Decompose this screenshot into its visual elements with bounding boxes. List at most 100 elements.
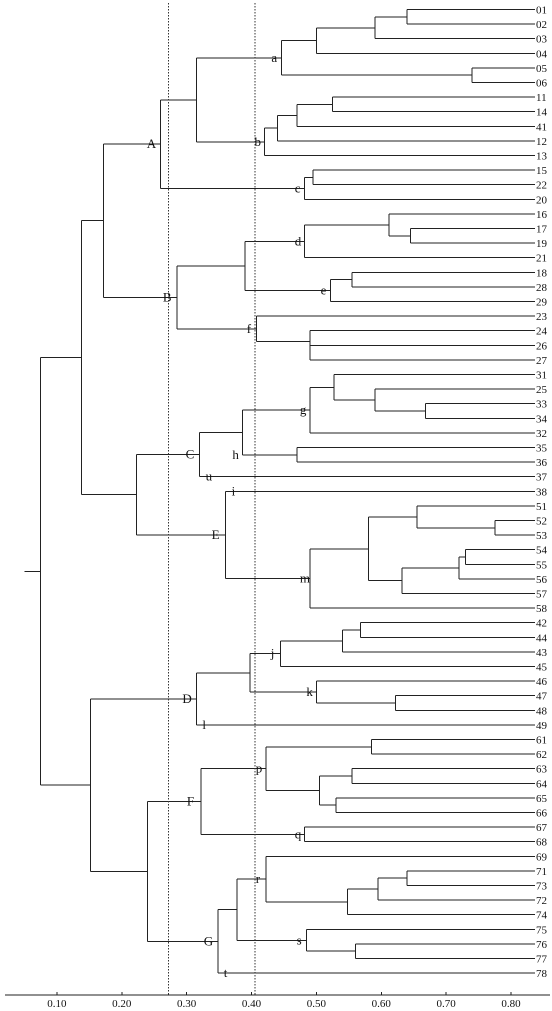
leaf-label: 52 — [536, 516, 547, 528]
leaf-label: 73 — [536, 881, 548, 893]
leaf-label: 46 — [536, 676, 548, 688]
leaf-label: 76 — [536, 939, 548, 951]
cluster-label-e: e — [321, 283, 327, 298]
leaf-label: 68 — [536, 837, 548, 849]
cluster-labels: A B C E D F Ga b c d e f g h u i m j k l p q r s t — [147, 50, 327, 980]
leaf-label: 66 — [536, 808, 548, 820]
leaf-label: 49 — [536, 720, 548, 732]
leaf-label: 27 — [536, 355, 548, 367]
cluster-label-D: D — [182, 691, 191, 706]
leaf-label: 13 — [536, 151, 548, 163]
cluster-label-G: G — [204, 933, 213, 948]
leaf-label: 14 — [536, 107, 548, 119]
leaf-label: 04 — [536, 48, 548, 60]
leaf-label: 31 — [536, 370, 547, 382]
cluster-label-t: t — [224, 965, 228, 980]
leaf-label: 48 — [536, 705, 548, 717]
leaf-label: 12 — [536, 136, 547, 148]
cluster-label-b: b — [254, 134, 261, 149]
leaf-label: 64 — [536, 778, 548, 790]
leaf-label: 23 — [536, 311, 548, 323]
similarity-cut-lines — [167, 3, 256, 995]
leaf-label: 17 — [536, 224, 548, 236]
cluster-label-c: c — [295, 180, 301, 195]
leaf-label: 21 — [536, 253, 547, 265]
leaf-label: 53 — [536, 530, 548, 542]
leaf-label: 65 — [536, 793, 548, 805]
cluster-label-m: m — [300, 570, 310, 585]
leaf-label: 62 — [536, 749, 547, 761]
leaf-label: 33 — [536, 399, 548, 411]
leaf-label: 19 — [536, 238, 548, 250]
leaf-label: 01 — [536, 5, 547, 17]
leaf-label: 61 — [536, 735, 547, 747]
x-tick-label: 0.50 — [307, 998, 327, 1010]
leaf-label: 18 — [536, 267, 548, 279]
leaf-label: 47 — [536, 691, 548, 703]
cluster-label-l: l — [202, 717, 206, 732]
cluster-label-B: B — [163, 289, 172, 304]
leaf-label: 28 — [536, 282, 548, 294]
leaf-label: 69 — [536, 851, 548, 863]
cluster-label-s: s — [297, 932, 302, 947]
leaf-label: 22 — [536, 180, 547, 192]
cluster-label-j: j — [270, 646, 275, 661]
leaf-label: 55 — [536, 559, 548, 571]
cluster-label-k: k — [306, 684, 313, 699]
leaf-label: 41 — [536, 121, 547, 133]
leaf-label: 63 — [536, 764, 548, 776]
leaf-label: 51 — [536, 501, 547, 513]
x-tick-label: 0.20 — [112, 998, 132, 1010]
cluster-label-C: C — [186, 447, 195, 462]
leaf-label: 34 — [536, 413, 548, 425]
leaf-label: 74 — [536, 910, 548, 922]
leaf-label: 16 — [536, 209, 548, 221]
x-tick-label: 0.10 — [47, 998, 67, 1010]
leaf-label: 43 — [536, 647, 548, 659]
leaf-label: 75 — [536, 924, 548, 936]
leaf-label: 25 — [536, 384, 548, 396]
leaf-label: 32 — [536, 428, 547, 440]
leaf-label: 03 — [536, 34, 548, 46]
x-tick-label: 0.60 — [372, 998, 392, 1010]
cluster-label-u: u — [206, 469, 213, 484]
x-tick-label: 0.40 — [242, 998, 262, 1010]
leaf-label: 20 — [536, 194, 548, 206]
leaf-label: 72 — [536, 895, 547, 907]
leaf-label: 54 — [536, 545, 548, 557]
dendrogram-branches — [24, 9, 535, 974]
cluster-label-d: d — [295, 233, 302, 248]
cluster-label-r: r — [256, 871, 261, 886]
cluster-label-E: E — [212, 527, 220, 542]
x-tick-label: 0.70 — [437, 998, 457, 1010]
cluster-label-g: g — [300, 402, 307, 417]
leaf-label: 57 — [536, 589, 548, 601]
leaf-label: 56 — [536, 574, 548, 586]
cluster-label-i: i — [232, 483, 236, 498]
x-tick-label: 0.30 — [177, 998, 197, 1010]
leaf-label: 42 — [536, 618, 547, 630]
leaf-label: 05 — [536, 63, 548, 75]
leaf-label: 44 — [536, 632, 548, 644]
leaf-label: 45 — [536, 662, 548, 674]
cluster-label-p: p — [256, 761, 263, 776]
leaf-label: 77 — [536, 954, 548, 966]
cluster-label-q: q — [295, 826, 302, 841]
cluster-label-F: F — [187, 794, 194, 809]
leaf-label: 58 — [536, 603, 548, 615]
x-tick-label: 0.80 — [501, 998, 521, 1010]
leaf-label: 02 — [536, 19, 547, 31]
cluster-label-h: h — [232, 447, 239, 462]
x-axis: 0.10 0.20 0.30 0.40 0.50 0.60 0.70 0.80 — [5, 992, 550, 1010]
leaf-labels: 01 02 03 04 05 06 11 14 41 12 13 15 22 20 16 17 19 21 18 28… — [536, 5, 548, 981]
leaf-label: 38 — [536, 486, 548, 498]
leaf-label: 71 — [536, 866, 547, 878]
leaf-label: 26 — [536, 340, 548, 352]
leaf-label: 24 — [536, 326, 548, 338]
leaf-label: 67 — [536, 822, 548, 834]
leaf-label: 78 — [536, 968, 548, 980]
leaf-label: 36 — [536, 457, 548, 469]
leaf-label: 06 — [536, 78, 548, 90]
cluster-label-A: A — [147, 136, 157, 151]
